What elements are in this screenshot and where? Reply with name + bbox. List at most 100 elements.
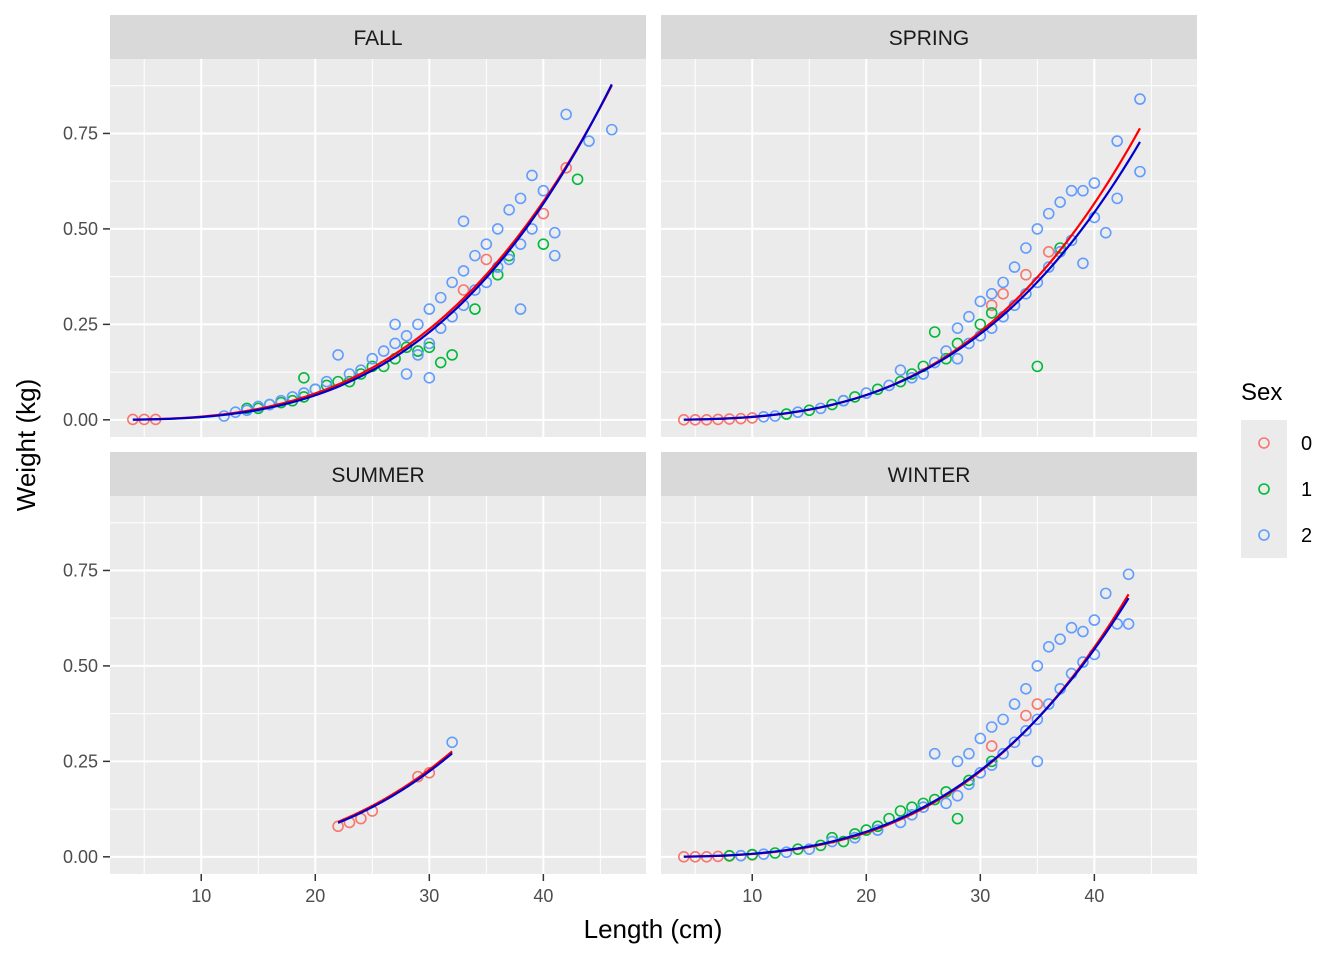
data-point-sex-2 [457,215,470,228]
legend-title: Sex [1241,379,1282,406]
data-point-sex-1 [469,303,481,315]
data-point-sex-2 [320,375,333,388]
data-point-sex-2 [997,713,1009,726]
data-point-sex-2 [1099,226,1112,239]
data-point-sex-2 [446,276,458,289]
data-point-sex-2 [894,364,907,376]
data-point-sex-2 [1099,587,1112,600]
data-point-sex-1 [1054,242,1066,254]
x-tick-label: 40 [533,886,553,906]
data-point-sex-2 [1077,184,1089,197]
data-point-sex-2 [560,108,572,121]
legend-items: 0 1 2 [1241,420,1312,558]
data-point-sex-2 [951,789,964,802]
fit-lines-spring [683,127,1141,421]
data-point-sex-2 [503,253,515,266]
data-point-sex-2 [1111,192,1123,205]
data-point-sex-2 [1065,621,1078,634]
data-point-sex-2 [1122,568,1135,581]
panel-background-summer [110,496,646,874]
data-point-sex-2 [1077,625,1089,638]
data-point-sex-2 [1077,257,1089,270]
data-point-sex-0 [985,740,998,752]
panel-spring: SPRING [661,15,1197,437]
data-point-sex-2 [1042,207,1055,220]
data-point-sex-2 [803,843,816,855]
data-point-sex-1 [298,372,310,384]
data-point-sex-2 [480,238,493,250]
data-point-sex-2 [1020,242,1032,254]
data-point-sex-2 [1077,656,1089,668]
panel-background-spring [661,59,1197,437]
data-point-sex-1 [951,812,964,825]
data-point-sex-1 [491,268,504,281]
data-point-sex-2 [1088,614,1101,626]
data-point-sex-1 [894,805,907,817]
data-point-sex-1 [434,356,447,369]
data-point-sex-2 [951,352,964,365]
data-point-sex-1 [985,307,998,319]
data-point-sex-1 [985,755,998,768]
data-point-sex-2 [514,238,527,250]
x-axis-title: Length (cm) [584,914,723,944]
data-point-sex-2 [1031,223,1044,235]
data-point-sex-2 [985,288,998,300]
data-point-sex-2 [940,797,952,810]
data-point-sex-2 [997,747,1009,760]
data-point-sex-2 [1054,196,1066,208]
data-point-sex-1 [928,326,941,338]
data-point-sex-2 [1031,660,1044,672]
data-point-sex-2 [446,736,458,749]
y-tick-label: 0.00 [63,847,98,867]
data-point-sex-2 [389,337,401,350]
legend-key-1 [1258,483,1270,495]
data-point-sex-2 [974,767,987,779]
facet-label-summer: SUMMER [331,464,424,487]
y-axis-title: Weight (kg) [11,379,41,511]
data-point-sex-0 [1020,268,1032,281]
data-point-sex-2 [1111,135,1123,147]
data-point-sex-2 [583,135,595,147]
data-point-sex-2 [457,265,470,277]
data-point-sex-2 [412,349,424,361]
data-point-sex-2 [514,192,527,205]
data-point-sex-2 [252,400,265,413]
data-point-sex-1 [446,349,458,361]
data-point-sex-2 [400,368,413,380]
data-point-sex-0 [985,299,998,312]
data-point-sex-2 [1020,725,1032,737]
gridlines-spring [661,59,1197,437]
x-axis-right: 10 20 30 40 [742,874,1104,906]
data-point-sex-1 [1031,360,1044,373]
y-tick-label: 0.00 [63,410,98,430]
legend-key-bg [1241,420,1287,466]
data-point-sex-0 [457,284,470,296]
x-tick-label: 10 [742,886,762,906]
x-tick-label: 20 [305,886,325,906]
facet-strip-summer [110,452,646,496]
data-point-sex-2 [963,310,975,323]
legend-label-2: 2 [1301,525,1312,547]
data-point-sex-2 [389,318,401,331]
y-tick-label: 0.50 [63,656,98,676]
panel-fall: FALL [110,15,646,437]
data-point-sex-2 [412,318,424,331]
data-point-sex-2 [366,352,379,365]
y-tick-label: 0.25 [63,314,98,334]
legend-key-bg [1241,466,1287,512]
data-point-sex-2 [951,322,964,334]
facet-label-fall: FALL [353,27,402,50]
data-point-sex-0 [537,207,550,220]
data-point-sex-2 [1008,736,1021,749]
data-point-sex-2 [917,801,930,813]
data-point-sex-2 [1042,698,1055,710]
legend-key-2 [1258,529,1270,541]
data-point-sex-2 [1031,755,1044,768]
data-point-sex-2 [548,249,561,262]
data-point-sex-2 [951,755,964,768]
panel-winter: WINTER [661,452,1197,874]
facet-strip-fall [110,15,646,59]
legend-label-1: 1 [1301,479,1312,501]
data-point-sex-2 [469,249,481,262]
